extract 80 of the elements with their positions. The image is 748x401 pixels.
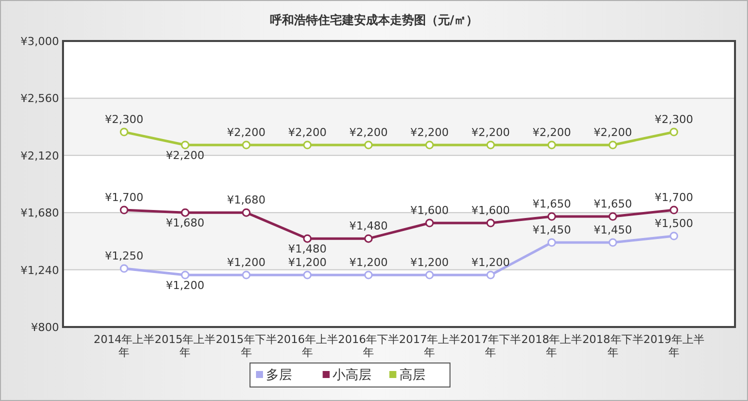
data-label: ¥1,250 <box>104 250 144 262</box>
y-tick-label: ¥1,240 <box>20 264 59 277</box>
point <box>120 128 128 136</box>
data-label: ¥1,650 <box>532 198 571 210</box>
data-label: ¥2,200 <box>471 126 510 139</box>
y-tick-label: ¥2,120 <box>20 149 59 162</box>
data-label: ¥2,200 <box>410 126 449 139</box>
point <box>242 140 251 150</box>
data-label: ¥1,650 <box>594 198 632 210</box>
data-label: ¥1,200 <box>227 256 266 269</box>
data-label: ¥2,200 <box>349 126 388 139</box>
legend-label: 多层 <box>266 368 292 383</box>
point <box>242 208 251 217</box>
point <box>364 234 373 243</box>
y-tick-label: ¥800 <box>31 321 59 334</box>
legend-label: 小高层 <box>332 367 372 383</box>
x-tick-label: 2016年下半年 <box>338 333 399 359</box>
y-tick-label: ¥3,000 <box>20 35 59 48</box>
point <box>303 234 312 243</box>
point <box>670 128 678 136</box>
data-label: ¥2,200 <box>594 126 632 139</box>
data-label: ¥2,200 <box>532 126 571 139</box>
point <box>547 140 556 150</box>
point <box>547 212 556 221</box>
data-label: ¥2,200 <box>288 126 327 139</box>
point <box>486 270 495 280</box>
data-label: ¥2,200 <box>227 126 266 139</box>
point <box>486 218 495 228</box>
x-tick-label: 2017年下半年 <box>460 333 522 359</box>
point <box>670 206 678 214</box>
x-tick-label: 2018年上半年 <box>521 333 582 359</box>
data-label: ¥1,700 <box>654 191 694 204</box>
point <box>120 264 128 273</box>
y-tick-label: ¥2,560 <box>20 92 59 106</box>
point <box>425 218 434 228</box>
point <box>547 238 556 247</box>
data-label: ¥1,600 <box>471 204 510 217</box>
point <box>303 140 312 150</box>
data-label: ¥2,200 <box>166 149 204 162</box>
point <box>180 140 190 150</box>
x-tick-label: 2017年上半年 <box>399 333 460 359</box>
data-label: ¥1,680 <box>166 216 204 230</box>
point <box>364 270 373 280</box>
point <box>425 270 434 280</box>
point <box>303 270 312 280</box>
point <box>486 140 495 150</box>
data-label: ¥1,700 <box>104 191 144 204</box>
point <box>608 238 618 247</box>
x-tick-label: 2015年上半年 <box>154 333 216 359</box>
point <box>670 232 678 240</box>
data-label: ¥1,200 <box>166 279 204 292</box>
point <box>364 140 373 150</box>
data-label: ¥1,200 <box>288 256 327 269</box>
x-tick-label: 2015年下半年 <box>216 333 277 359</box>
point <box>425 140 434 150</box>
point <box>180 270 190 280</box>
data-label: ¥1,680 <box>227 194 266 207</box>
data-label: ¥1,200 <box>471 256 510 269</box>
data-label: ¥1,200 <box>349 256 388 269</box>
point <box>608 212 618 221</box>
point <box>608 140 618 150</box>
x-tick-label: 2014年上半年 <box>94 333 155 359</box>
data-label: ¥1,200 <box>410 256 449 269</box>
x-tick-label: 2019年上半年 <box>643 333 704 359</box>
legend-label: 高层 <box>399 367 426 383</box>
data-label: ¥1,600 <box>410 204 449 217</box>
x-tick-label: 2016年上半年 <box>276 333 338 359</box>
data-label: ¥1,450 <box>532 224 571 236</box>
data-label: ¥1,480 <box>288 242 327 256</box>
point <box>120 206 128 214</box>
chart-title: 呼和浩特住宅建安成本走势图（元/㎡） <box>270 13 478 27</box>
data-label: ¥1,480 <box>349 220 388 233</box>
y-tick-label: ¥1,680 <box>20 206 59 220</box>
data-label: ¥2,300 <box>654 113 694 126</box>
point <box>180 208 190 217</box>
x-tick-label: 2018年下半年 <box>582 333 644 359</box>
data-label: ¥1,450 <box>594 224 632 236</box>
data-label: ¥1,500 <box>654 217 694 230</box>
point <box>242 270 251 280</box>
data-label: ¥2,300 <box>104 113 144 126</box>
